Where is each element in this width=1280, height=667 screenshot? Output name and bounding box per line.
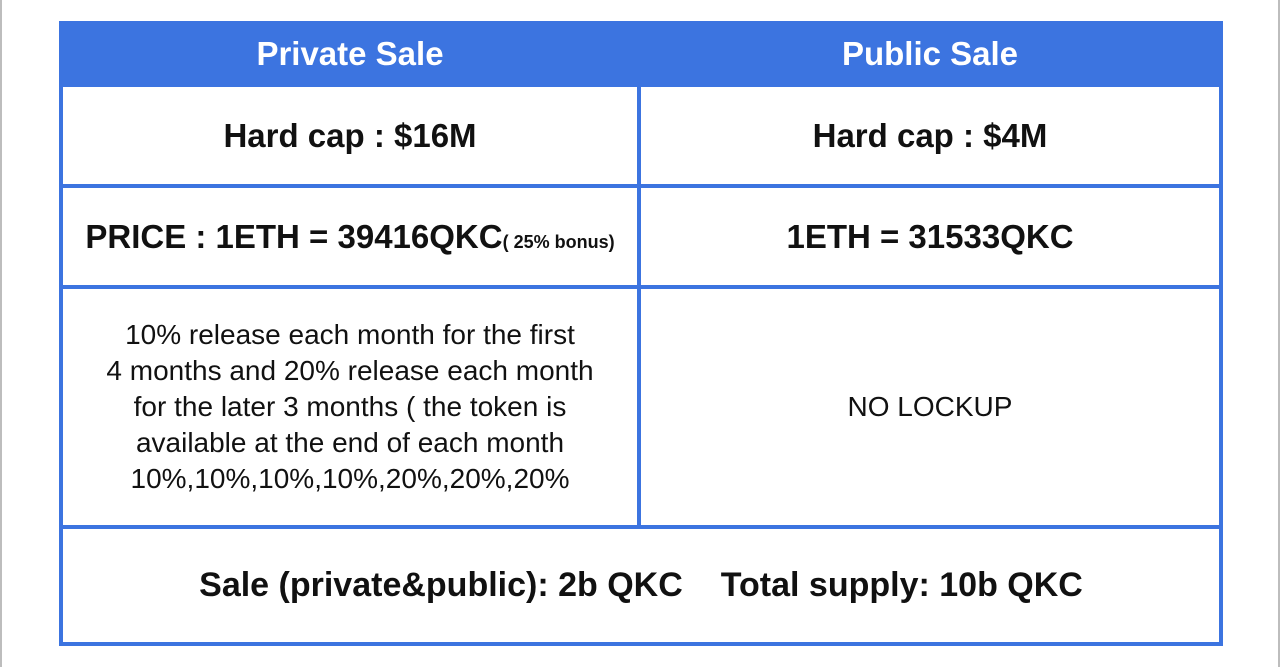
private-hard-cap: Hard cap : $16M <box>59 83 641 188</box>
header-row: Private Sale Public Sale <box>59 21 1223 87</box>
private-price-bonus: ( 25% bonus) <box>502 231 615 252</box>
sale-supply: Sale (private&public): 2b QKC <box>199 566 683 604</box>
price-row: PRICE : 1ETH = 39416QKC( 25% bonus) 1ETH… <box>59 184 1223 289</box>
page-left-edge <box>0 0 2 667</box>
private-lockup-line: for the later 3 months ( the token is <box>133 391 567 422</box>
supply-cell: Sale (private&public): 2b QKC Total suppl… <box>59 525 1223 646</box>
public-sale-header: Public Sale <box>637 21 1223 87</box>
token-sale-table: Private Sale Public Sale Hard cap : $16M… <box>59 21 1223 646</box>
private-lockup-line: 4 months and 20% release each month <box>106 355 594 386</box>
hard-cap-row: Hard cap : $16M Hard cap : $4M <box>59 83 1223 188</box>
private-sale-header: Private Sale <box>59 21 641 87</box>
private-price-cell: PRICE : 1ETH = 39416QKC( 25% bonus) <box>59 184 641 289</box>
private-lockup-line: 10%,10%,10%,10%,20%,20%,20% <box>130 463 570 494</box>
public-price: 1ETH = 31533QKC <box>637 184 1223 289</box>
supply-row: Sale (private&public): 2b QKC Total suppl… <box>59 525 1223 646</box>
private-price: PRICE : 1ETH = 39416QKC <box>85 217 503 255</box>
total-supply: Total supply: 10b QKC <box>720 566 1083 604</box>
private-lockup-cell: 10% release each month for the first 4 m… <box>59 285 641 529</box>
public-lockup: NO LOCKUP <box>637 285 1223 529</box>
private-lockup-line: 10% release each month for the first <box>125 319 575 350</box>
page-right-edge <box>1278 0 1280 667</box>
public-hard-cap: Hard cap : $4M <box>637 83 1223 188</box>
private-lockup-line: available at the end of each month <box>135 427 565 458</box>
lockup-row: 10% release each month for the first 4 m… <box>59 285 1223 529</box>
